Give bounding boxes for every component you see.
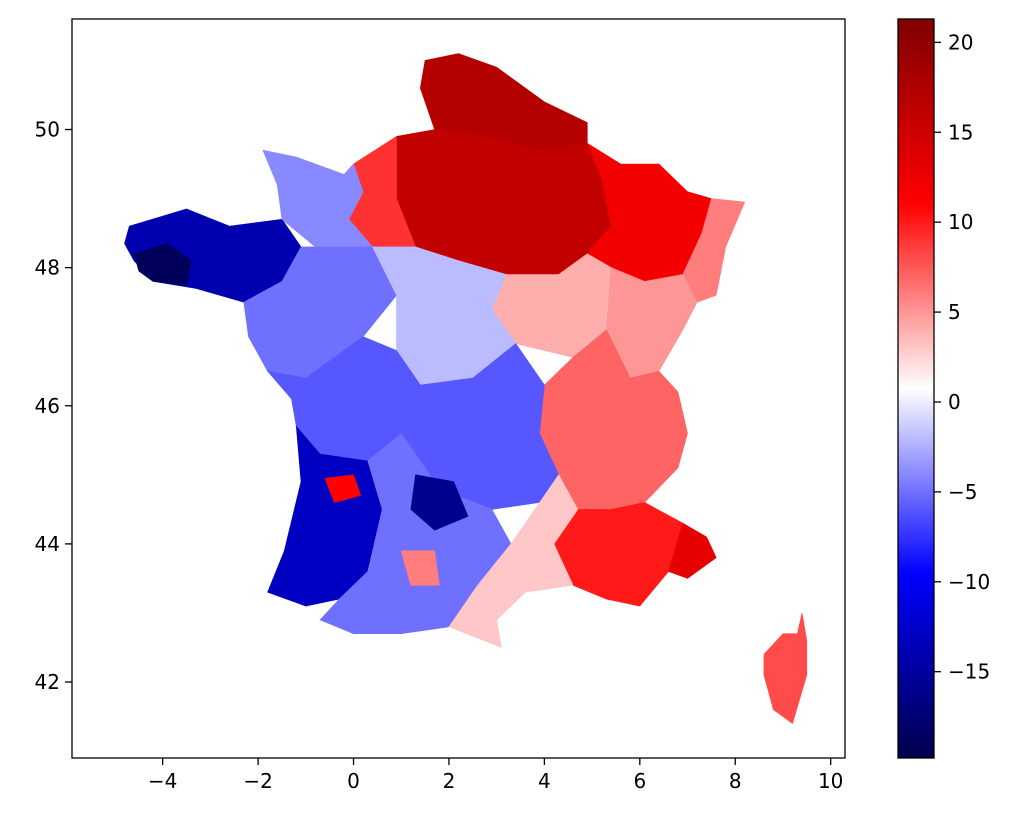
colorbar-tick-label: 20 xyxy=(948,30,973,54)
colorbar xyxy=(897,18,935,759)
region-gironde xyxy=(324,474,362,503)
x-tick-label: 2 xyxy=(443,769,456,793)
region-finistere-sud xyxy=(133,243,192,286)
region-toulouse xyxy=(400,550,440,586)
y-tick-label: 48 xyxy=(35,256,60,280)
x-tick-label: −4 xyxy=(148,769,177,793)
colorbar-tick-label: −5 xyxy=(948,480,977,504)
region-normandie-ouest xyxy=(262,149,374,248)
region-corse xyxy=(763,612,808,724)
x-tick-label: 4 xyxy=(538,769,551,793)
map-regions xyxy=(124,53,808,724)
region-alsace xyxy=(682,198,746,303)
colorbar-tick-label: −15 xyxy=(948,660,990,684)
colorbar-tick-label: −10 xyxy=(948,570,990,594)
y-tick-label: 46 xyxy=(35,394,60,418)
region-lot xyxy=(410,474,469,531)
colorbar-tick-label: 5 xyxy=(948,300,961,324)
x-tick-label: −2 xyxy=(243,769,272,793)
x-tick-label: 6 xyxy=(633,769,646,793)
x-tick-label: 8 xyxy=(729,769,742,793)
colorbar-axis: −15 −10 −5 0 5 10 15 20 xyxy=(934,30,990,684)
plot-frame xyxy=(71,18,846,759)
region-provence xyxy=(553,502,684,607)
y-tick-label: 42 xyxy=(35,670,60,694)
colorbar-tick-label: 0 xyxy=(948,390,961,414)
y-tick-label: 44 xyxy=(35,532,60,556)
x-tick-label: 0 xyxy=(347,769,360,793)
y-tick-label: 50 xyxy=(35,118,60,142)
region-languedoc xyxy=(448,474,579,648)
colorbar-tick-label: 15 xyxy=(948,120,973,144)
x-tick-label: 10 xyxy=(818,769,843,793)
region-cote-d-azur xyxy=(668,522,717,579)
y-axis: 42 44 46 48 50 xyxy=(35,118,72,694)
colorbar-tick-label: 10 xyxy=(948,210,973,234)
x-axis: −4 −2 0 2 4 6 8 10 xyxy=(148,758,843,793)
